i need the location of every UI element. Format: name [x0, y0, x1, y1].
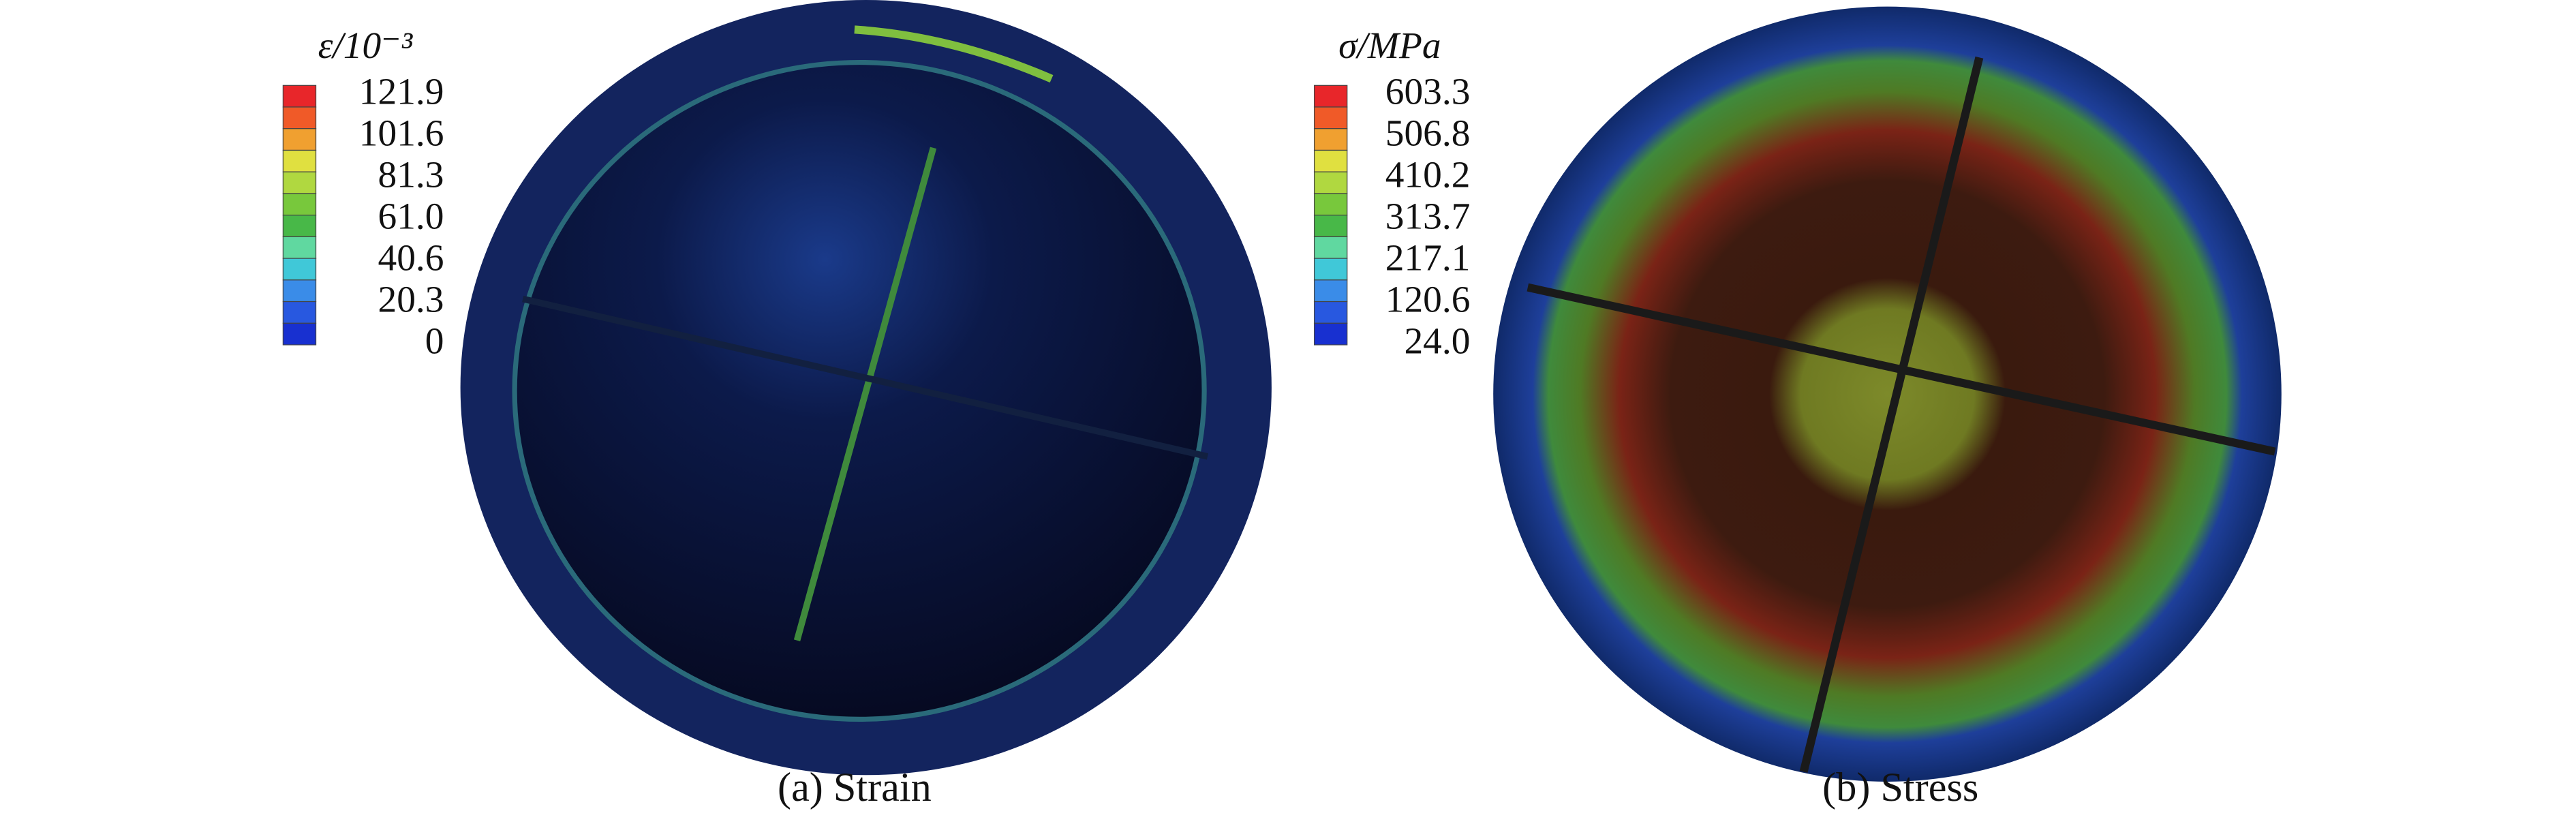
color-swatch — [1313, 128, 1348, 151]
caption: (a) Strain — [778, 765, 932, 810]
legend-title: ε/10⁻³ — [318, 25, 414, 66]
legend-label: 506.8 — [1385, 112, 1471, 154]
strain-contour — [460, 0, 1272, 776]
color-swatch — [282, 106, 317, 129]
legend-label: 101.6 — [359, 112, 444, 154]
caption: (b) Stress — [1822, 765, 1978, 810]
color-swatch — [282, 322, 317, 346]
legend-label: 603.3 — [1385, 70, 1471, 112]
color-swatch — [1313, 171, 1348, 194]
legend-label: 0 — [425, 320, 444, 362]
legend-label: 120.6 — [1385, 279, 1471, 320]
legend-label: 410.2 — [1385, 154, 1471, 196]
color-swatch — [282, 128, 317, 151]
color-swatch — [1313, 85, 1348, 108]
color-swatch — [282, 215, 317, 237]
color-swatch — [282, 236, 317, 259]
color-swatch — [282, 301, 317, 324]
color-swatch — [282, 149, 317, 172]
color-swatch — [282, 85, 317, 108]
color-swatch — [1313, 279, 1348, 303]
legend-label: 217.1 — [1385, 237, 1471, 279]
color-swatch — [1313, 301, 1348, 324]
legend-label: 40.6 — [378, 237, 444, 279]
legend-label: 20.3 — [378, 279, 444, 320]
color-swatch — [282, 279, 317, 303]
color-swatch — [1313, 149, 1348, 172]
color-swatch — [1313, 106, 1348, 129]
color-swatch — [282, 193, 317, 216]
legend-title: σ/MPa — [1338, 25, 1441, 66]
color-swatch — [1313, 215, 1348, 237]
legend-label: 81.3 — [378, 154, 444, 196]
color-swatch — [1313, 193, 1348, 216]
color-swatch — [1313, 258, 1348, 281]
legend-label: 121.9 — [359, 70, 444, 112]
stress-contour — [1493, 6, 2282, 782]
color-swatch — [1313, 236, 1348, 259]
color-swatch — [282, 258, 317, 281]
legend-label: 313.7 — [1385, 196, 1471, 237]
legend-label: 61.0 — [378, 196, 444, 237]
color-swatch — [1313, 322, 1348, 346]
legend-label: 24.0 — [1404, 320, 1470, 362]
color-swatch — [282, 171, 317, 194]
